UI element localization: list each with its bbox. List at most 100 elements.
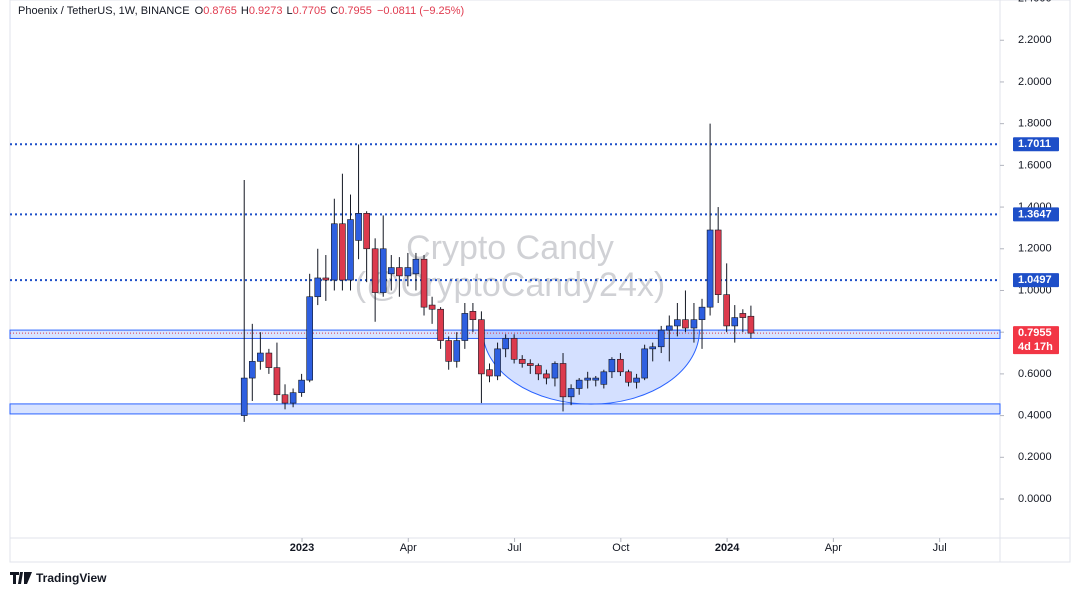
candle-body [706, 229, 714, 308]
candle-body [428, 304, 436, 310]
candle-body [567, 388, 575, 398]
ohlc: O0.8765 H0.9273 L0.7705 C0.7955 [193, 5, 374, 17]
candle-body [331, 223, 338, 281]
candle-body [298, 379, 305, 393]
candle-body [396, 267, 403, 277]
y-tick-label: 0.6000 [1018, 368, 1052, 380]
ohlc-value: 0.7955 [338, 5, 372, 17]
countdown: 4d 17h [1018, 341, 1053, 353]
y-tick-label: 1.8000 [1018, 118, 1052, 130]
candle-body [257, 352, 264, 362]
ohlc-label: H [240, 5, 249, 17]
watermark: Crypto Candy [406, 229, 614, 267]
x-tick-label: 2023 [290, 542, 314, 554]
candle-body [559, 363, 567, 398]
candle-body [379, 248, 387, 293]
price-badge [1013, 326, 1059, 355]
candle-body [502, 338, 509, 350]
y-tick-label: 1.6000 [1018, 159, 1052, 171]
candle-body [682, 319, 689, 329]
x-tick-label: Jul [508, 542, 522, 554]
candle-body [584, 377, 591, 381]
y-tick-label: 0.4000 [1018, 410, 1052, 422]
ohlc-value: 0.9273 [248, 5, 283, 17]
level-label: 1.0497 [1018, 274, 1052, 286]
legend-header: Phoenix / TetherUS, 1W, BINANCE O0.8765 H… [18, 5, 470, 17]
candle-body [240, 377, 248, 416]
candle-body [608, 358, 616, 373]
candle-body [281, 394, 289, 404]
candle-body [690, 319, 698, 329]
level-label: 1.7011 [1018, 138, 1051, 150]
y-tick-label: 2.4000 [1018, 0, 1052, 4]
x-tick-label: Oct [612, 542, 629, 554]
level-badge [1013, 207, 1059, 222]
level-badge [1013, 273, 1059, 288]
price-label: 0.7955 [1018, 327, 1052, 339]
candle-body [747, 315, 755, 334]
candle-body [535, 365, 542, 375]
candle-body [404, 267, 412, 277]
x-tick-label: 2024 [715, 542, 740, 554]
level-badge [1013, 137, 1059, 152]
candle-body [322, 277, 330, 281]
candle-body [347, 219, 354, 281]
symbol: Phoenix / TetherUS, 1W, BINANCE [18, 5, 190, 17]
candle-body [248, 361, 256, 379]
candle-body [486, 369, 493, 377]
candle-body [543, 373, 550, 379]
logo [10, 572, 32, 584]
candle-body [551, 363, 559, 379]
candle-body [592, 377, 600, 381]
y-tick-label: 1.0000 [1018, 284, 1052, 296]
candle-body [494, 348, 501, 377]
candle-body [437, 308, 444, 341]
candle-body [723, 294, 730, 327]
ohlc-value: 0.8765 [203, 5, 237, 17]
brand: TradingView [36, 571, 107, 585]
candle-body [600, 371, 608, 385]
candle-body [461, 313, 469, 341]
level-label: 1.3647 [1018, 208, 1052, 220]
candle-body [665, 325, 673, 331]
candle-body [289, 392, 297, 404]
ohlc-label: C [330, 5, 339, 17]
candle-body [510, 338, 518, 360]
candle-body [445, 340, 452, 362]
candle-body [355, 213, 362, 241]
x-tick-label: Jul [933, 542, 947, 554]
candle-body [273, 367, 281, 396]
ohlc-label: O [194, 5, 204, 17]
y-tick-label: 0.2000 [1018, 451, 1052, 463]
candle-body [412, 258, 420, 275]
candle-body [518, 358, 526, 364]
candle-body [617, 358, 624, 373]
y-tick-label: 2.0000 [1018, 76, 1052, 88]
candle-body [698, 306, 706, 320]
candle-body [339, 223, 346, 281]
candle-body [478, 319, 485, 375]
candle-body [387, 267, 395, 275]
x-tick-label: Apr [400, 542, 417, 554]
ohlc-value: 0.7705 [292, 5, 327, 17]
zone [9, 403, 1001, 415]
candle-body [420, 258, 428, 308]
footer: TradingView [10, 571, 106, 585]
x-tick-label: Apr [825, 542, 842, 554]
change: −0.0811 (−9.25%) [376, 5, 465, 17]
candle-body [453, 340, 461, 362]
candle-body [526, 363, 534, 366]
candle-body [714, 229, 722, 295]
candle-body [633, 377, 640, 383]
candle-body [314, 277, 322, 298]
ohlc-label: L [286, 5, 293, 17]
y-tick-label: 0.0000 [1018, 493, 1052, 505]
candle-body [371, 248, 379, 293]
candle-body [625, 371, 632, 383]
candle-body [575, 379, 583, 389]
candle-body [265, 352, 273, 368]
candle-body [641, 348, 648, 379]
candle-body [649, 346, 657, 350]
